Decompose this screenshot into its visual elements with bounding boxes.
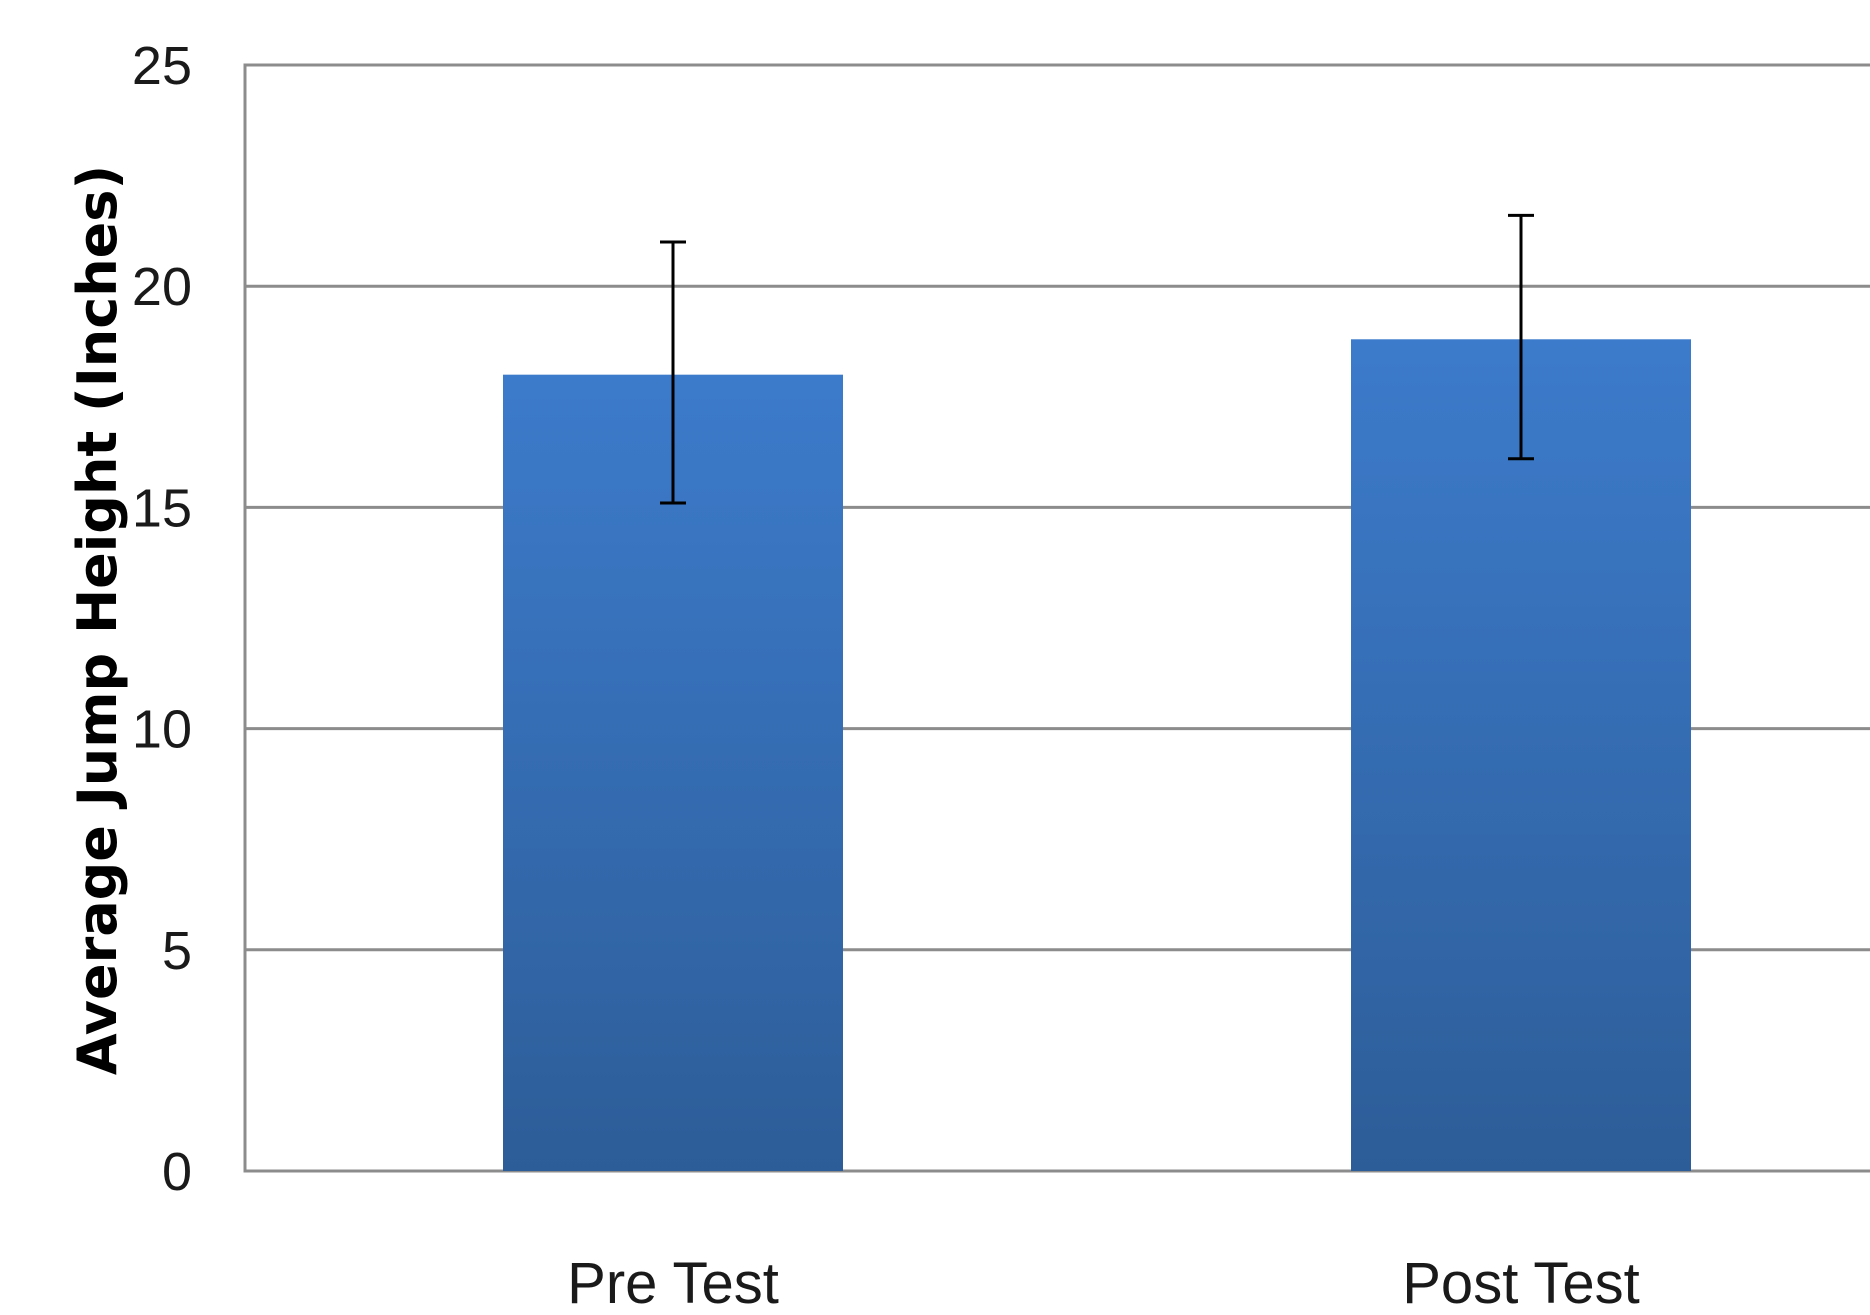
bar bbox=[1351, 339, 1691, 1172]
y-tick-label: 20 bbox=[132, 257, 192, 317]
y-tick-label: 0 bbox=[162, 1142, 192, 1202]
y-tick-labels: 0 5 10 15 20 25 bbox=[132, 36, 192, 1202]
x-category-label: Pre Test bbox=[567, 1251, 779, 1315]
y-tick-label: 15 bbox=[132, 478, 192, 538]
error-bars bbox=[660, 213, 1534, 505]
plot-area-frame bbox=[243, 63, 1870, 1173]
y-tick-label: 25 bbox=[132, 36, 192, 96]
x-category-label: Post Test bbox=[1402, 1251, 1640, 1315]
y-axis-title: Average Jump Height (Inches) bbox=[66, 165, 129, 1075]
x-category-labels: Pre Test Post Test bbox=[567, 1251, 1640, 1315]
y-tick-label: 10 bbox=[132, 700, 192, 760]
bars bbox=[503, 339, 1691, 1172]
y-tick-label: 5 bbox=[162, 921, 192, 981]
bar bbox=[503, 374, 843, 1171]
